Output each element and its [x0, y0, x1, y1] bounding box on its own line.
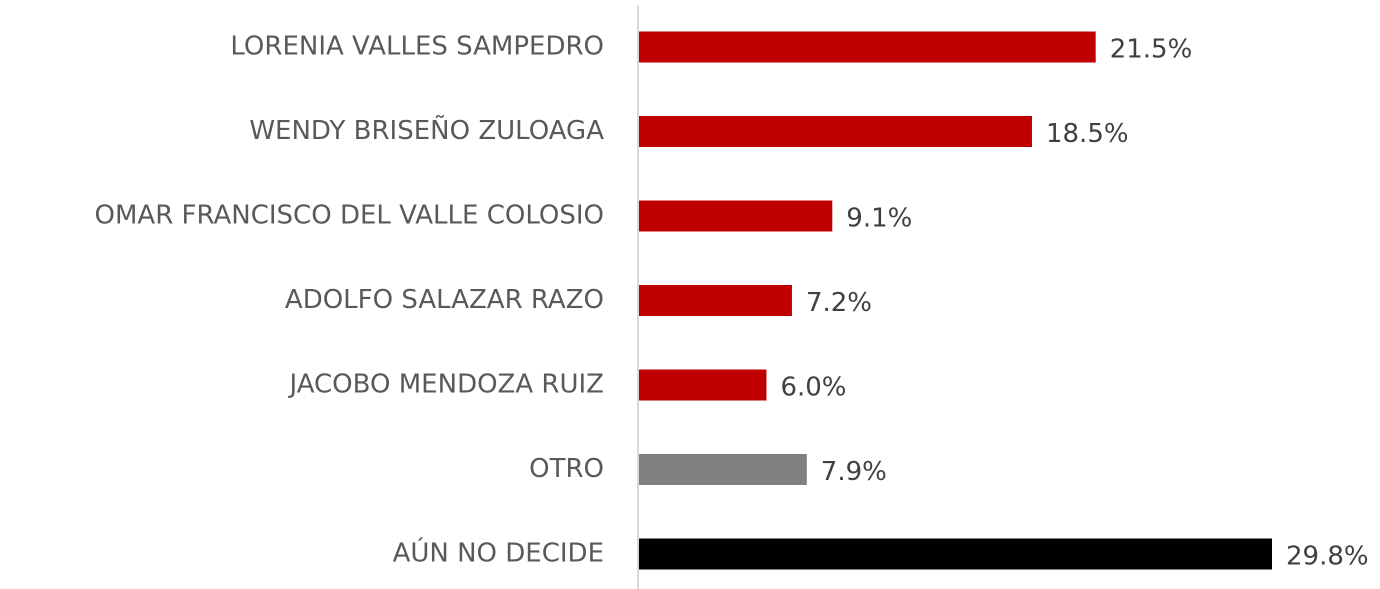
- bar: [639, 285, 792, 316]
- category-label: OMAR FRANCISCO DEL VALLE COLOSIO: [95, 201, 604, 231]
- bar: [639, 116, 1032, 147]
- value-label: 18.5%: [1046, 119, 1129, 149]
- bar: [639, 200, 833, 232]
- value-label: 6.0%: [780, 373, 846, 403]
- category-label: WENDY BRISEÑO ZULOAGA: [249, 114, 604, 146]
- bar: [639, 31, 1096, 63]
- category-label: OTRO: [529, 454, 604, 484]
- bar: [639, 454, 807, 485]
- bar: [639, 369, 767, 401]
- value-label: 21.5%: [1110, 35, 1193, 65]
- category-label: JACOBO MENDOZA RUIZ: [287, 370, 604, 400]
- value-label: 29.8%: [1286, 542, 1369, 572]
- bar: [639, 538, 1272, 570]
- value-label: 9.1%: [846, 204, 912, 234]
- category-label: AÚN NO DECIDE: [393, 537, 604, 569]
- category-label: ADOLFO SALAZAR RAZO: [285, 285, 604, 315]
- value-label: 7.2%: [806, 288, 872, 318]
- category-label: LORENIA VALLES SAMPEDRO: [230, 32, 604, 62]
- value-label: 7.9%: [821, 457, 887, 487]
